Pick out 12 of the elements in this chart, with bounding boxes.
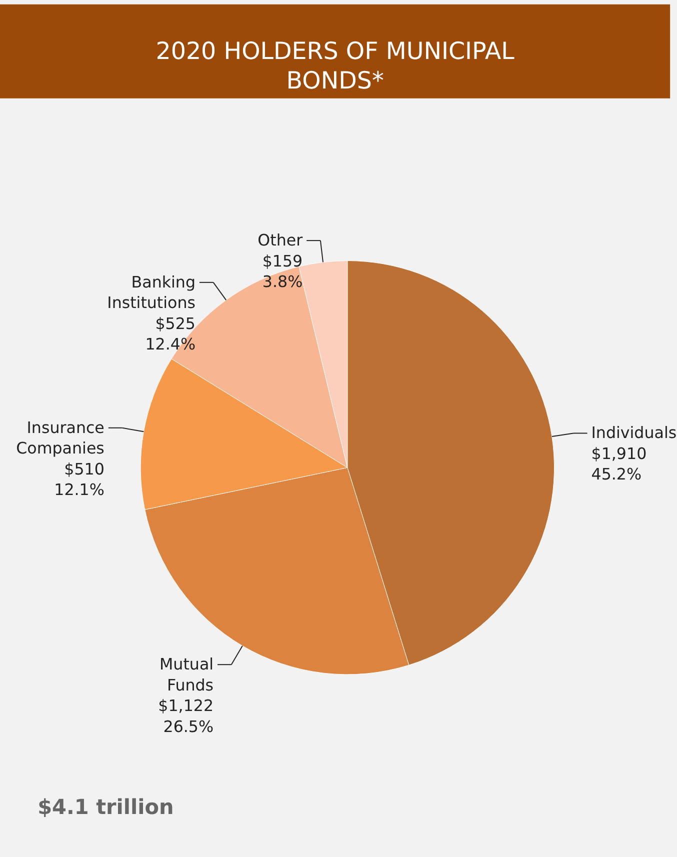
data-label: $1,122 26.5% bbox=[158, 696, 214, 736]
slice-label: Individuals bbox=[591, 423, 677, 442]
data-label: $510 12.1% bbox=[54, 459, 104, 500]
slice-label: Banking Institutions bbox=[107, 272, 196, 312]
data-label: $159 3.8% bbox=[262, 251, 303, 292]
slice-label: Insurance Companies bbox=[16, 418, 104, 458]
data-label: $1,910 45.2% bbox=[591, 444, 647, 484]
data-label: $525 12.4% bbox=[145, 314, 196, 354]
slice-label: Other bbox=[258, 230, 304, 250]
text: $4.1 trillion bbox=[38, 795, 174, 820]
chart-title: 2020 HOLDERS OF MUNICIPAL BONDS* bbox=[156, 36, 516, 95]
slice-label: Mutual Funds bbox=[160, 654, 214, 694]
